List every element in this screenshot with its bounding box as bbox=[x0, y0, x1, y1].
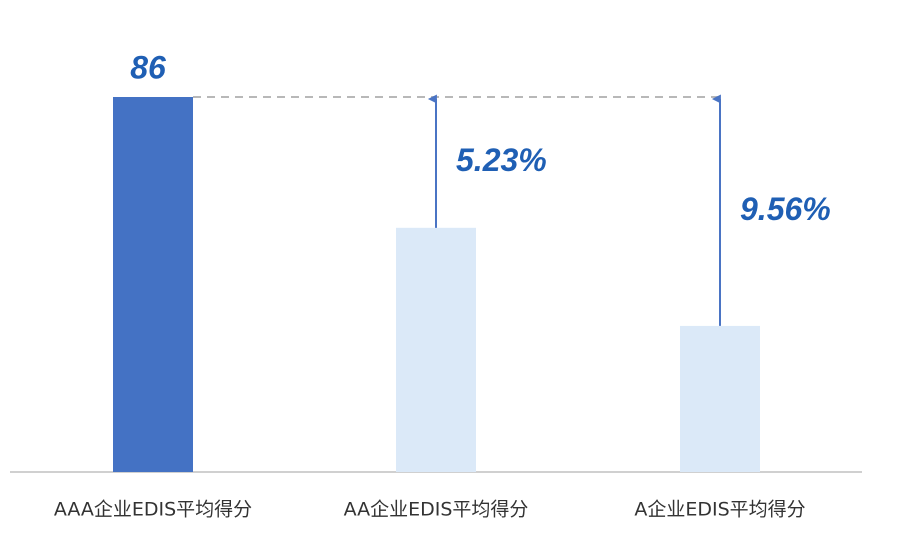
value-label: 86 bbox=[130, 49, 166, 85]
bar bbox=[396, 227, 476, 472]
x-tick-label: AAA企业EDIS平均得分 bbox=[54, 499, 252, 521]
x-tick-label: A企业EDIS平均得分 bbox=[634, 499, 805, 521]
annotation: 9.56% bbox=[740, 191, 831, 227]
bar bbox=[680, 325, 760, 472]
bar bbox=[113, 97, 193, 472]
annotation: 5.23% bbox=[456, 142, 547, 178]
x-tick-label: AA企业EDIS平均得分 bbox=[344, 499, 529, 521]
